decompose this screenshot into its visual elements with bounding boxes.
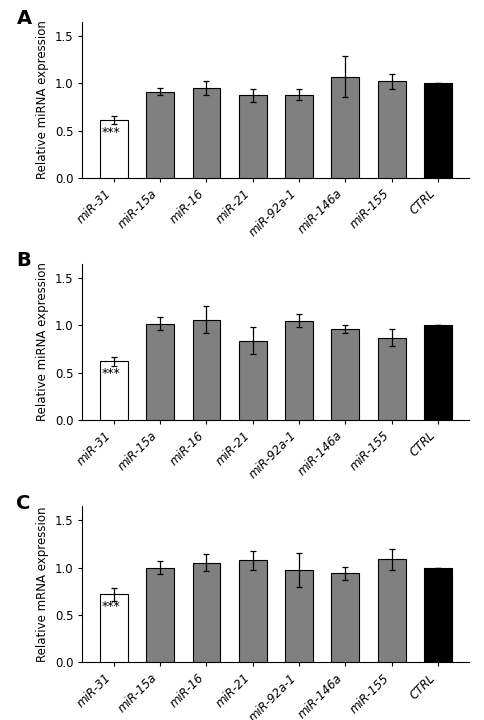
Bar — [146, 91, 174, 178]
Text: ***: *** — [102, 126, 121, 139]
Y-axis label: Relative miRNA expression: Relative miRNA expression — [36, 20, 49, 179]
Bar — [193, 88, 220, 178]
Text: C: C — [16, 494, 31, 513]
Bar — [100, 361, 128, 420]
Bar — [146, 567, 174, 662]
Text: A: A — [16, 9, 31, 28]
Y-axis label: Relative mRNA expression: Relative mRNA expression — [36, 506, 49, 662]
Bar — [378, 559, 406, 662]
Bar — [193, 320, 220, 420]
Bar — [332, 329, 359, 420]
Bar — [424, 567, 452, 662]
Bar — [100, 120, 128, 178]
Bar — [285, 570, 313, 662]
Bar — [239, 96, 267, 178]
Bar — [239, 341, 267, 420]
Bar — [100, 594, 128, 662]
Bar — [239, 560, 267, 662]
Bar — [424, 84, 452, 178]
Text: B: B — [16, 251, 31, 270]
Bar — [146, 323, 174, 420]
Bar — [378, 81, 406, 178]
Bar — [424, 325, 452, 420]
Bar — [285, 320, 313, 420]
Bar — [332, 573, 359, 662]
Bar — [332, 76, 359, 178]
Bar — [285, 94, 313, 178]
Y-axis label: Relative miRNA expression: Relative miRNA expression — [36, 263, 49, 421]
Text: ***: *** — [102, 367, 121, 380]
Text: ***: *** — [102, 600, 121, 613]
Bar — [378, 338, 406, 420]
Bar — [193, 563, 220, 662]
